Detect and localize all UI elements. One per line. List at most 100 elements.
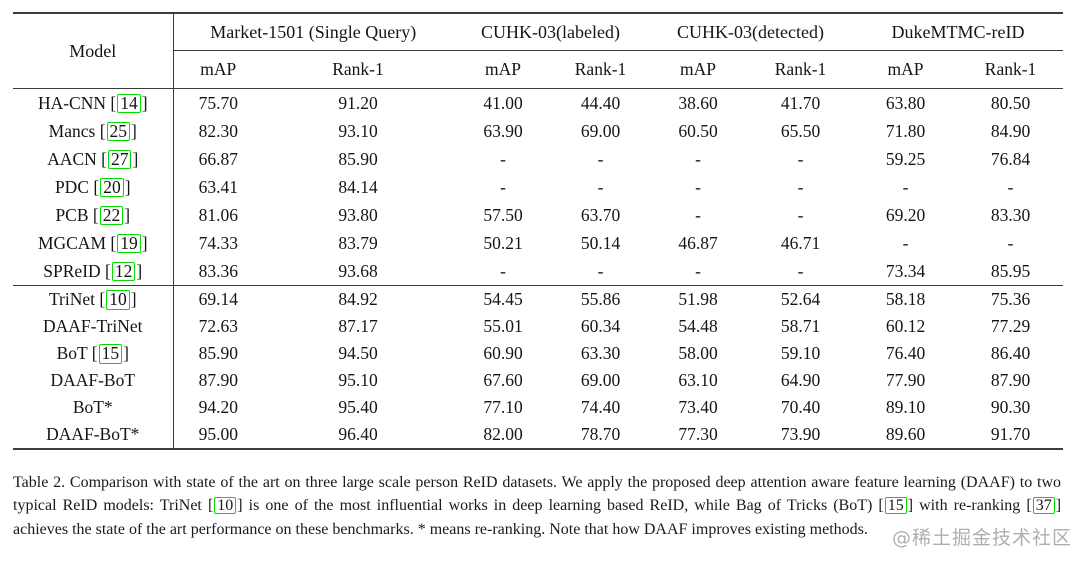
metric-cell: -: [797, 260, 804, 281]
metric-cell: -: [695, 176, 701, 197]
bracket-close: ]: [1055, 497, 1062, 515]
citation-link[interactable]: [22]: [93, 204, 131, 226]
bracket-close: ]: [130, 289, 137, 309]
group-header-dukemtmc: DukeMTMC-reID: [853, 13, 1064, 51]
metric-cell: 70.40: [780, 397, 821, 417]
model-cell: MGCAM [19]: [13, 229, 174, 257]
metric-cell: -: [902, 176, 909, 197]
model-cell: DAAF-TriNet: [13, 313, 174, 340]
bracket-open: [: [110, 232, 117, 253]
table-row: BoT [15] 85.90 94.50 60.90 63.30 58.00 59.10 76…: [13, 340, 1063, 367]
bracket-close: ]: [136, 260, 143, 281]
metric-cell: 63.70: [580, 204, 621, 225]
metric-cell: 55.01: [483, 316, 523, 336]
metric-cell: 67.60: [483, 370, 523, 390]
metric-cell: -: [597, 148, 604, 169]
results-table: Model Market-1501 (Single Query) CUHK-03…: [13, 12, 1064, 450]
subheader-map-duke: mAP: [853, 50, 959, 89]
metric-cell: -: [797, 176, 804, 197]
metric-cell: 50.14: [580, 232, 621, 253]
metric-cell: -: [500, 176, 506, 197]
model-name: AACN: [47, 148, 97, 169]
model-cell: Mancs [25]: [13, 117, 174, 145]
citation-number: 10: [214, 497, 237, 515]
metric-cell: -: [597, 176, 604, 197]
table-row: Mancs [25] 82.30 93.10 63.90 69.00 60.50 65.50…: [13, 117, 1063, 145]
model-cell: BoT*: [13, 394, 174, 421]
citation-link[interactable]: [15]: [878, 497, 913, 515]
citation-link[interactable]: [14]: [110, 92, 148, 114]
metric-cell: 60.34: [580, 316, 621, 336]
metric-cell: 89.60: [885, 424, 926, 444]
metric-cell: 85.95: [990, 260, 1031, 281]
metric-cell: 58.71: [780, 316, 821, 336]
metric-cell: 66.87: [198, 148, 238, 169]
subheader-rank1-duke: Rank-1: [958, 50, 1064, 89]
citation-number: 22: [99, 205, 124, 226]
model-cell: DAAF-BoT: [13, 367, 174, 394]
caption-text: is one of the most influential works in …: [242, 497, 879, 515]
table-caption: Table 2. Comparison with state of the ar…: [13, 471, 1061, 541]
metric-cell: -: [1007, 232, 1014, 253]
metric-cell: 52.64: [748, 285, 854, 313]
metric-cell: 60.90: [483, 343, 523, 363]
subheader-rank1-market: Rank-1: [263, 50, 454, 89]
column-header-model: Model: [13, 13, 174, 89]
group-header-cuhk03-detected: CUHK-03(detected): [648, 13, 854, 51]
bracket-close: ]: [237, 497, 243, 515]
citation-number: 37: [1032, 497, 1055, 515]
bracket-open: [: [99, 289, 106, 309]
table-row: DAAF-TriNet 72.63 87.17 55.01 60.34 54.48 58.7…: [13, 313, 1063, 340]
table-row: TriNet [10] 69.14 84.92 54.45 55.86 51.98 52.6…: [13, 285, 1064, 313]
bracket-open: [: [207, 497, 214, 515]
table-row: DAAF-BoT 87.90 95.10 67.60 69.00 63.10 64.90 77…: [13, 367, 1063, 394]
group-header-cuhk03-labeled: CUHK-03(labeled): [453, 13, 649, 51]
citation-link[interactable]: [27]: [101, 148, 138, 170]
citation-link[interactable]: [10]: [207, 497, 243, 515]
metric-cell: 44.40: [580, 92, 621, 113]
model-name: PCB: [55, 204, 89, 225]
bracket-open: [: [110, 92, 117, 113]
metric-cell: 59.25: [885, 148, 926, 169]
metric-cell: 54.48: [678, 316, 718, 336]
model-cell: HA-CNN [14]: [13, 88, 174, 117]
metric-cell: 38.60: [678, 92, 718, 113]
model-name: SPReID: [43, 260, 101, 281]
metric-cell: 71.80: [885, 120, 926, 141]
table-row: BoT* 94.20 95.40 77.10 74.40 73.40 70.40 89.10 9…: [13, 394, 1063, 421]
caption-text: with re-ranking: [913, 497, 1027, 515]
bracket-close: ]: [124, 204, 131, 225]
model-name: DAAF-BoT*: [46, 424, 140, 444]
citation-link[interactable]: [37]: [1026, 497, 1062, 515]
metric-cell: 51.98: [648, 285, 749, 313]
metric-cell: 64.90: [780, 370, 821, 390]
metric-cell: 93.80: [338, 204, 378, 225]
metric-cell: 77.90: [885, 370, 926, 390]
table-header: Model Market-1501 (Single Query) CUHK-03…: [13, 13, 1064, 89]
metric-cell: 77.29: [990, 316, 1031, 336]
metric-cell: 76.84: [990, 148, 1031, 169]
bracket-open: [: [99, 120, 106, 141]
metric-cell: -: [500, 148, 506, 169]
metric-cell: -: [797, 204, 804, 225]
table-row: PDC [20] 63.41 84.14 - - - - - -: [13, 173, 1063, 201]
metric-cell: 59.10: [780, 343, 821, 363]
metric-cell: 63.90: [483, 120, 523, 141]
metric-cell: 58.00: [678, 343, 718, 363]
citation-link[interactable]: [19]: [110, 232, 148, 254]
metric-cell: 57.50: [483, 204, 523, 225]
bracket-open: [: [101, 148, 107, 169]
citation-link[interactable]: [12]: [105, 260, 143, 282]
metric-cell: -: [1007, 176, 1014, 197]
metric-cell: 93.68: [338, 260, 378, 281]
citation-link[interactable]: [25]: [99, 120, 137, 142]
metric-cell: 74.40: [580, 397, 621, 417]
citation-link[interactable]: [10]: [99, 289, 137, 310]
metric-cell: 87.90: [990, 370, 1031, 390]
citation-link[interactable]: [20]: [93, 177, 131, 198]
citation-link[interactable]: [15]: [92, 343, 129, 364]
metric-cell: 46.87: [678, 232, 718, 253]
metric-cell: 83.30: [990, 204, 1031, 225]
model-name: BoT: [56, 343, 88, 363]
metric-cell: 73.34: [885, 260, 926, 281]
